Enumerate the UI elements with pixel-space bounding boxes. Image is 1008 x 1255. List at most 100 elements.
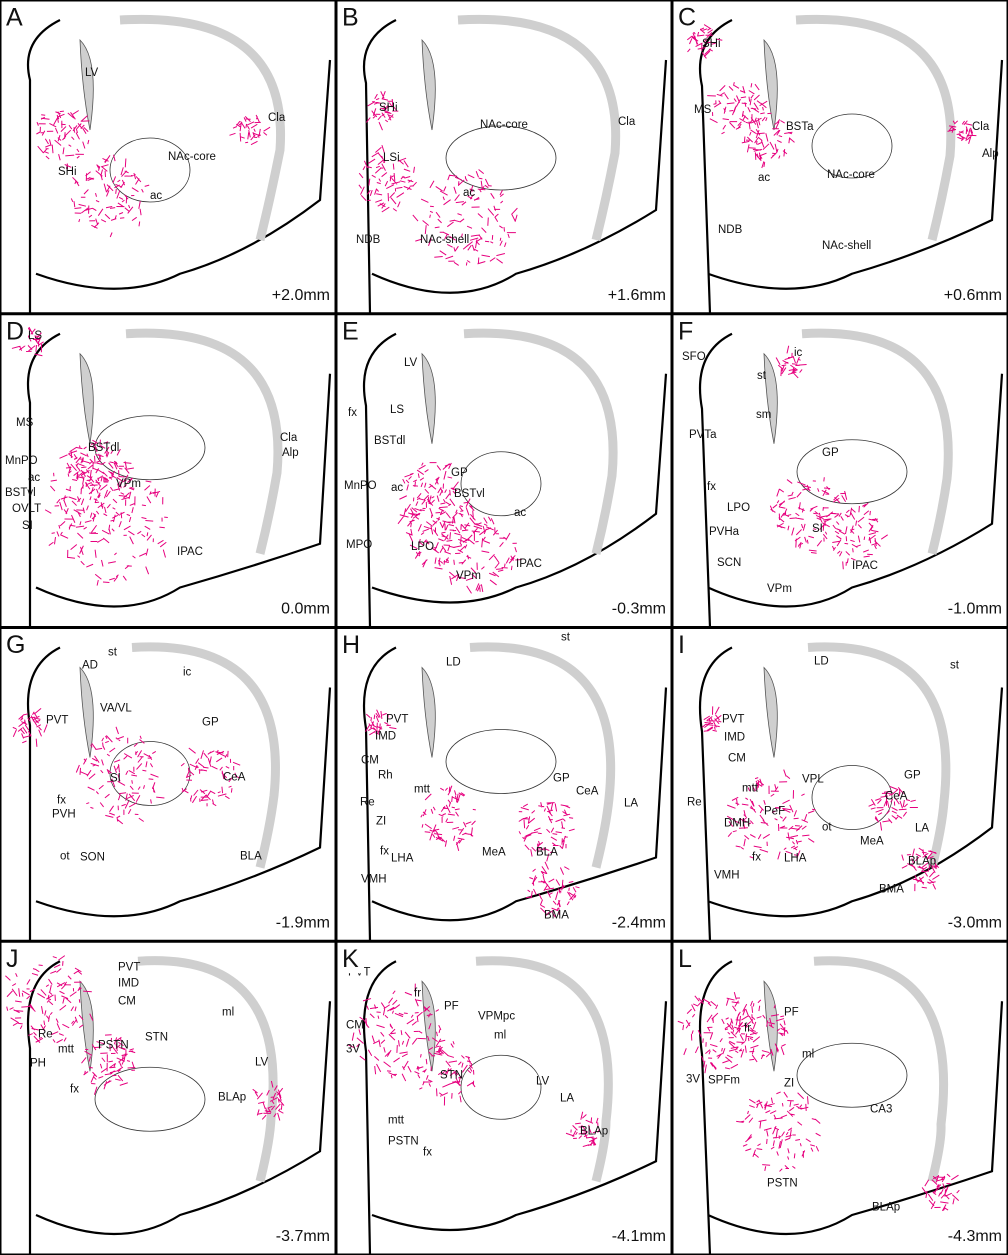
region-label: AD (82, 660, 98, 672)
region-label: Cla (280, 432, 298, 444)
panel: LVLSfxBSTdlGPMnPOacBSTvlacMPOLPOIPACVPmE… (338, 316, 666, 628)
region-label: fx (707, 481, 716, 493)
region-label: LSi (383, 152, 400, 164)
region-label: STN (440, 1069, 463, 1081)
region-label: GP (904, 770, 921, 782)
region-label: PeF (764, 806, 785, 818)
section-outline (364, 334, 666, 628)
region-label: mtt (742, 783, 759, 795)
region-label: 3V (346, 1043, 360, 1055)
region-label: LHA (784, 853, 807, 865)
section-level: -1.9mm (276, 914, 330, 931)
section-level: -0.3mm (612, 601, 666, 618)
region-label: BMA (879, 884, 904, 896)
panel-letter: K (342, 945, 359, 973)
region-label: CA3 (870, 1103, 892, 1115)
panel-letter: E (342, 317, 359, 345)
region-label: PVT (722, 714, 744, 726)
region-label: st (757, 370, 767, 382)
ventricle (422, 354, 435, 444)
region-label: VPL (802, 774, 824, 786)
region-label: Cla (268, 112, 286, 124)
section-level: +2.0mm (272, 287, 330, 304)
panel-letter: I (678, 631, 685, 659)
region-label: fx (752, 852, 761, 864)
region-label: ac (514, 507, 526, 519)
region-label: BSTdl (88, 442, 119, 454)
region-label: IPAC (852, 560, 878, 572)
white-matter (814, 961, 944, 1182)
region-label: LD (814, 656, 829, 668)
section-outline (700, 961, 1002, 1255)
region-label: MnPO (5, 455, 38, 467)
region-label: VPm (767, 583, 792, 595)
section-level: 0.0mm (281, 601, 330, 618)
white-matter (476, 961, 608, 1182)
section-outline (364, 961, 666, 1255)
region-label: NDB (718, 224, 743, 236)
section-outline (364, 20, 666, 314)
nucleus-outline (446, 730, 556, 794)
region-label: LS (28, 330, 42, 342)
white-matter (464, 333, 613, 554)
region-label: SHi (379, 102, 398, 114)
region-label: BSTa (786, 121, 814, 133)
labeled-fibers (678, 992, 960, 1211)
region-label: ic (183, 667, 192, 679)
region-label: BLAp (908, 856, 936, 868)
region-label: st (108, 647, 118, 659)
region-label: CM (361, 755, 379, 767)
region-label: BLA (240, 851, 262, 863)
region-label: Re (38, 1028, 53, 1040)
ventricle (80, 354, 93, 444)
ventricle (80, 668, 93, 758)
region-label: SHi (702, 38, 721, 50)
section-level: -1.0mm (948, 601, 1002, 618)
region-label: ac (28, 472, 40, 484)
region-label: LD (446, 657, 461, 669)
region-label: SCN (717, 557, 741, 569)
region-label: fr (744, 1022, 751, 1034)
region-label: VPMpc (478, 1010, 515, 1022)
region-label: PSTN (388, 1135, 419, 1147)
region-label: 3V (686, 1073, 700, 1085)
region-label: ml (222, 1006, 234, 1018)
region-label: BSTdl (374, 435, 405, 447)
region-label: VPm (456, 570, 481, 582)
region-label: SON (80, 852, 105, 864)
region-label: fx (70, 1083, 79, 1095)
labeled-fibers (687, 25, 976, 168)
panel: LSMSClaBSTdlAlpMnPOacBSTvlVPmOVLTSIIPACD… (2, 316, 330, 628)
section-outline (700, 334, 1002, 628)
region-label: mtt (58, 1043, 75, 1055)
region-label: st (561, 632, 571, 644)
panel-letter: D (6, 317, 24, 345)
labeled-fibers (366, 710, 580, 917)
region-label: STN (145, 1031, 168, 1043)
region-label: CM (728, 753, 746, 765)
region-label: MPO (346, 539, 372, 551)
panel: PVTfrPFCMVPMpcml3VSTNLVmttLAPSTNBLApfxK-… (338, 943, 666, 1255)
region-label: VA/VL (100, 703, 132, 715)
region-label: PVHa (709, 526, 740, 538)
nucleus-outline (797, 440, 907, 504)
region-label: CeA (576, 786, 599, 798)
white-matter (138, 961, 273, 1182)
region-label: fx (348, 407, 357, 419)
region-label: Alp (982, 148, 999, 160)
panel-letter: J (6, 945, 19, 973)
region-label: GP (202, 717, 219, 729)
region-label: LV (85, 67, 99, 79)
region-label: Re (360, 797, 375, 809)
region-label: LS (390, 404, 404, 416)
region-label: PF (784, 1006, 799, 1018)
region-label: PSTN (767, 1177, 798, 1189)
region-label: IPAC (516, 558, 542, 570)
region-label: mtt (414, 784, 431, 796)
region-label: ac (463, 187, 475, 199)
region-label: NAc-core (480, 119, 528, 131)
panel: SHiClaNAc-coreLSiacNDBNAc-shellB+1.6mm (338, 2, 666, 314)
region-label: SFO (682, 351, 706, 363)
region-label: IMD (118, 977, 139, 989)
